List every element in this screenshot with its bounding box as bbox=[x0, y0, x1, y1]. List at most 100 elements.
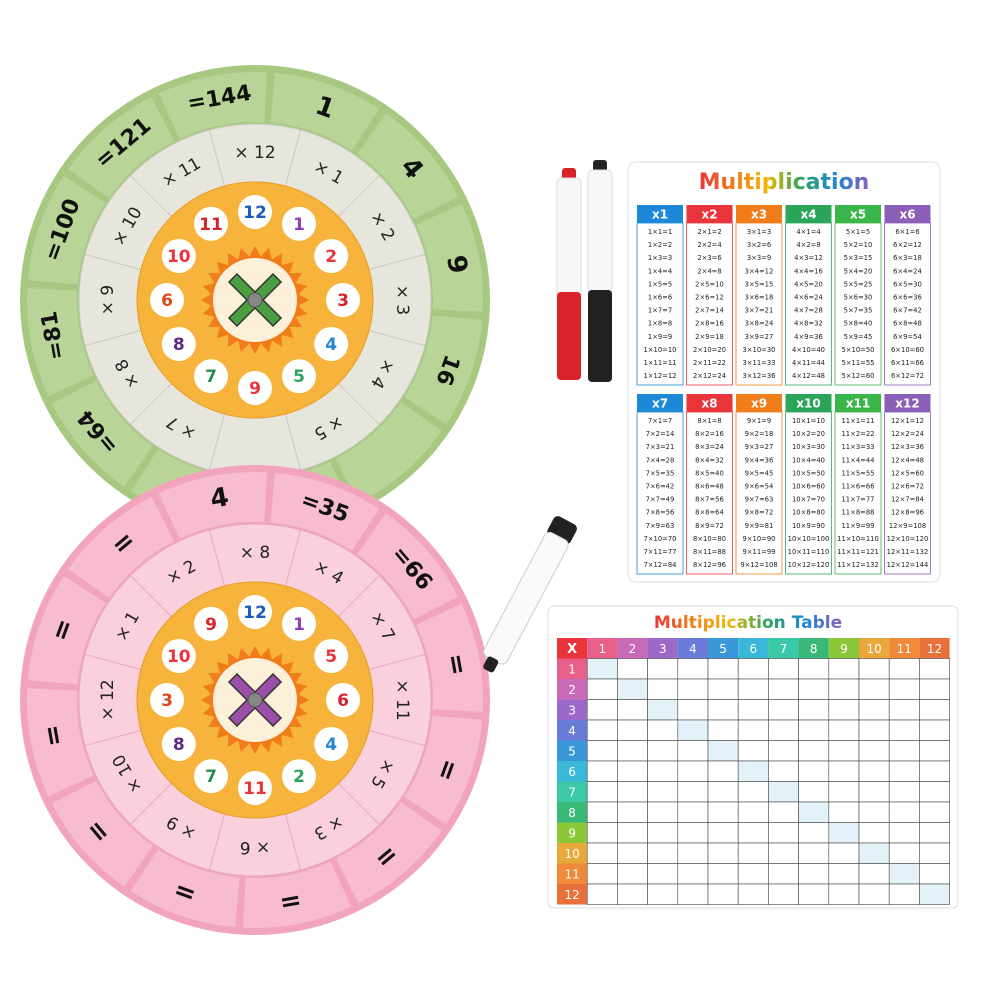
fact: 3×4=12 bbox=[745, 267, 774, 275]
table-cell bbox=[677, 822, 709, 844]
inner-number: 3 bbox=[161, 691, 173, 711]
fact: 9×12=108 bbox=[740, 561, 777, 569]
fact: 6×7=42 bbox=[893, 307, 922, 315]
column-frame bbox=[834, 222, 882, 386]
table-cell bbox=[858, 719, 890, 741]
column-header-bg bbox=[647, 638, 678, 659]
table-cell bbox=[828, 678, 860, 700]
card-title: Multiplication bbox=[699, 170, 870, 195]
fact: 5×3=15 bbox=[844, 254, 873, 262]
column-header: x6 bbox=[899, 208, 915, 222]
fact: 12×7=84 bbox=[891, 496, 924, 504]
multiplication-table-card: Multiplication Table X 1 2 3 4 5 6 7 8 9 10 11 12123… bbox=[547, 605, 959, 909]
table-cell bbox=[919, 658, 950, 680]
fact: 7×6=42 bbox=[646, 483, 675, 491]
inner-number: 1 bbox=[293, 215, 305, 235]
table-cell bbox=[888, 740, 920, 762]
table-cell bbox=[768, 760, 799, 782]
column-frame bbox=[636, 222, 684, 386]
fact: 2×6=12 bbox=[695, 294, 724, 302]
fact: 3×3=9 bbox=[747, 254, 771, 262]
table-cell bbox=[919, 699, 950, 721]
column-header: x1 bbox=[652, 208, 668, 222]
fact: 10×10=100 bbox=[788, 535, 830, 543]
fact: 3×11=33 bbox=[742, 359, 775, 367]
table-cell bbox=[798, 883, 830, 905]
multiplier: × 9 bbox=[98, 285, 118, 315]
number-bubble bbox=[238, 371, 272, 405]
table-cell bbox=[768, 842, 799, 864]
column-header: 12 bbox=[927, 642, 942, 656]
table-cell bbox=[677, 699, 709, 721]
table-cell bbox=[828, 822, 860, 844]
table-cell bbox=[707, 740, 739, 762]
column-header: x8 bbox=[701, 397, 717, 411]
table-cell bbox=[888, 883, 920, 905]
segment-divider bbox=[208, 129, 225, 187]
segment-divider bbox=[84, 730, 142, 747]
table-cell bbox=[647, 719, 679, 741]
table-cell bbox=[737, 658, 769, 680]
table-cell bbox=[707, 678, 739, 700]
table-cell bbox=[677, 740, 709, 762]
marker-tip bbox=[483, 656, 499, 673]
table-cell bbox=[858, 658, 890, 680]
fact: 3×9=27 bbox=[745, 333, 774, 341]
segment-divider bbox=[285, 413, 302, 471]
table-cell bbox=[798, 678, 830, 700]
segment-divider bbox=[130, 383, 172, 425]
number-bubble bbox=[161, 327, 196, 361]
row-header-bg bbox=[557, 843, 588, 864]
table-cell bbox=[768, 658, 799, 680]
inner-number: 5 bbox=[293, 367, 305, 387]
table-cell bbox=[647, 863, 679, 885]
table-cell bbox=[707, 801, 739, 823]
fact: 6×6=36 bbox=[893, 294, 922, 302]
fact: 12×2=24 bbox=[891, 430, 924, 438]
fact: 6×1=6 bbox=[895, 228, 919, 236]
column-header-bg bbox=[637, 205, 683, 223]
outer-segment bbox=[416, 203, 483, 312]
fact: 4×10=40 bbox=[792, 346, 825, 354]
table-cell bbox=[707, 658, 739, 680]
fact: 12×8=96 bbox=[891, 509, 924, 517]
row-header: 3 bbox=[568, 703, 576, 717]
multiplier: × 6 bbox=[240, 837, 270, 857]
table-cell bbox=[919, 719, 950, 741]
fact: 9×1=9 bbox=[747, 417, 771, 425]
outer-segment bbox=[335, 402, 442, 504]
fact: 1×9=9 bbox=[648, 333, 672, 341]
inner-number: 1 bbox=[293, 615, 305, 635]
row-header-bg bbox=[557, 802, 588, 823]
fact: 10×3=30 bbox=[792, 443, 825, 451]
column-frame bbox=[884, 222, 931, 386]
fact: 11×12=132 bbox=[837, 561, 879, 569]
table-cell bbox=[798, 863, 830, 885]
row-header-bg bbox=[557, 740, 588, 761]
number-bubble bbox=[238, 771, 272, 805]
number-bubble bbox=[326, 283, 360, 317]
table-cell bbox=[737, 883, 769, 905]
fact: 12×5=60 bbox=[891, 469, 924, 477]
table-cell bbox=[888, 842, 920, 864]
fact: 3×2=6 bbox=[747, 241, 771, 249]
segment-divider bbox=[84, 330, 142, 347]
inner-number: 11 bbox=[199, 215, 223, 235]
column-header-bg bbox=[738, 638, 769, 659]
product: = bbox=[440, 651, 473, 678]
column-frame bbox=[686, 411, 733, 575]
column-header: 11 bbox=[897, 642, 912, 656]
marker-barrel bbox=[556, 177, 582, 299]
column-header-bg bbox=[859, 638, 890, 659]
fact: 10×1=10 bbox=[792, 417, 825, 425]
outer-segment bbox=[27, 288, 94, 397]
table-cell bbox=[888, 863, 920, 885]
fact: 7×4=28 bbox=[646, 456, 675, 464]
fact: 8×6=48 bbox=[695, 483, 724, 491]
fact: 8×8=64 bbox=[695, 509, 724, 517]
fact: 10×9=90 bbox=[792, 522, 825, 530]
table-cell bbox=[617, 883, 648, 905]
outer-segment bbox=[68, 96, 175, 198]
number-bubble bbox=[282, 606, 316, 641]
outer-segment bbox=[357, 513, 459, 620]
